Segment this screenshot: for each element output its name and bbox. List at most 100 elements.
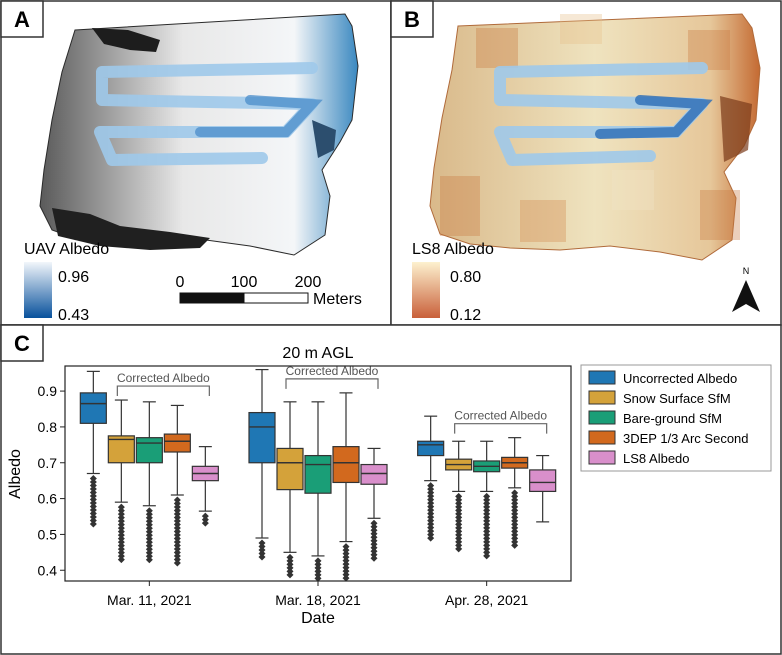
legend-label-0: Uncorrected Albedo <box>623 371 737 386</box>
uav-map-rock-top <box>92 28 160 52</box>
scale-bar: 0 100 200 Meters <box>176 274 362 308</box>
x-axis-label: Date <box>301 610 335 627</box>
scale-tick-100: 100 <box>231 274 258 291</box>
boxplots <box>79 368 557 582</box>
panel-a: A UAV Albedo 0.96 0.43 0 100 200 Meters <box>0 0 392 326</box>
corrected-albedo-brackets: Corrected Albedo Corrected Albedo Correcte… <box>116 364 548 434</box>
box-2-3 <box>501 437 529 549</box>
panel-b-label-box <box>390 0 434 38</box>
box-2-4 <box>529 454 557 523</box>
box-2-2 <box>473 440 501 560</box>
x-tick-label-0: Mar. 11, 2021 <box>107 592 192 608</box>
box <box>529 469 557 493</box>
box-2-1 <box>445 440 473 553</box>
panel-b-label: B <box>404 7 420 32</box>
box-0-4 <box>191 446 219 527</box>
box <box>417 440 445 457</box>
box-0-2 <box>135 401 163 564</box>
box-2-0 <box>417 415 445 542</box>
box-0-1 <box>107 399 135 564</box>
x-tick-label-1: Mar. 18, 2021 <box>275 592 361 608</box>
legend-label-4: LS8 Albedo <box>623 451 690 466</box>
box-1-3 <box>332 392 360 582</box>
box <box>107 435 135 464</box>
x-tick-label-2: Apr. 28, 2021 <box>445 592 529 608</box>
legend-swatch-4 <box>588 450 616 465</box>
flier <box>117 556 125 564</box>
legend-swatch-3 <box>588 430 616 445</box>
y-tick-label-3: 0.7 <box>38 455 58 471</box>
uav-colorbar <box>24 262 52 318</box>
ls8-colorbar-title: LS8 Albedo <box>412 241 494 258</box>
bracket-label-0: Corrected Albedo <box>117 371 210 385</box>
ls8-pixel-tiles <box>440 14 740 242</box>
y-axis-label: Albedo <box>7 449 24 499</box>
panel-c: C 20 m AGL Date Albedo 0.40.50.60.70.80.… <box>0 324 782 655</box>
box <box>248 411 276 464</box>
y-axis: 0.4 0.5 0.6 0.7 0.8 0.9 <box>38 383 65 578</box>
uav-map-rock-right <box>312 120 336 158</box>
box-0-0 <box>79 370 107 528</box>
flier <box>201 519 209 527</box>
box <box>332 446 360 484</box>
box-1-0 <box>248 368 276 561</box>
bracket-1 <box>285 378 379 389</box>
y-tick-label-0: 0.4 <box>38 562 58 578</box>
flier <box>314 574 322 582</box>
box-1-1 <box>276 401 304 579</box>
box <box>276 447 304 491</box>
flier <box>511 541 519 549</box>
uav-map-rock-bottom <box>52 208 210 250</box>
panel-b: B LS8 Albedo 0.80 0.12 N <box>390 0 782 326</box>
north-arrow-icon: N <box>732 266 760 312</box>
legend: Uncorrected Albedo Snow Surface SfM Bare-g… <box>580 364 772 472</box>
flier <box>455 545 463 553</box>
ls8-map-rock-right <box>720 96 752 162</box>
ls8-flight-path-dark <box>595 95 713 139</box>
panel-a-label-box <box>0 0 44 38</box>
panel-c-label: C <box>14 331 30 356</box>
bracket-0 <box>116 385 210 397</box>
box-1-4 <box>360 447 388 562</box>
flier <box>258 553 266 561</box>
bracket-2 <box>454 423 548 434</box>
flier <box>370 554 378 562</box>
ls8-colorbar <box>412 262 440 318</box>
legend-swatch-2 <box>588 410 616 425</box>
box <box>79 392 107 424</box>
ls8-colorbar-max: 0.80 <box>450 269 481 286</box>
legend-swatch-1 <box>588 390 616 405</box>
scale-unit: Meters <box>313 291 362 308</box>
box <box>135 437 163 464</box>
y-tick-label-1: 0.5 <box>38 526 58 542</box>
panel-c-label-box <box>0 324 44 362</box>
uav-colorbar-title: UAV Albedo <box>24 241 109 258</box>
flier <box>286 571 294 579</box>
y-tick-label-2: 0.6 <box>38 491 58 507</box>
y-tick-label-5: 0.9 <box>38 383 58 399</box>
box-0-3 <box>163 404 191 567</box>
scale-tick-0: 0 <box>176 274 185 291</box>
legend-label-3: 3DEP 1/3 Arc Second <box>623 431 749 446</box>
box <box>360 463 388 485</box>
flier <box>89 520 97 528</box>
scale-tick-200: 200 <box>295 274 322 291</box>
box <box>304 454 332 494</box>
uav-flight-path-dark <box>195 95 323 137</box>
flier <box>483 552 491 560</box>
uav-colorbar-max: 0.96 <box>58 269 89 286</box>
flier <box>173 559 181 567</box>
chart-title: 20 m AGL <box>282 345 353 362</box>
bracket-label-2: Corrected Albedo <box>454 409 547 423</box>
uav-colorbar-min: 0.43 <box>58 307 89 324</box>
north-label: N <box>743 266 750 276</box>
ls8-colorbar-min: 0.12 <box>450 307 481 324</box>
legend-swatch-0 <box>588 370 616 385</box>
box-1-2 <box>304 401 332 582</box>
flier <box>427 534 435 542</box>
panel-a-label: A <box>14 7 30 32</box>
x-axis: Mar. 11, 2021 Mar. 18, 2021 Apr. 28, 2021 <box>107 581 529 608</box>
flier <box>145 556 153 564</box>
flier <box>342 574 350 582</box>
